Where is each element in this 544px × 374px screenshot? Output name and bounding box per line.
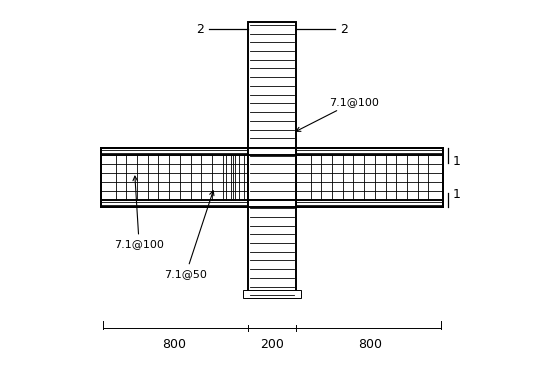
Text: 200: 200 <box>260 338 284 351</box>
Text: 1: 1 <box>453 188 461 201</box>
Bar <box>101 148 248 208</box>
Text: 7.1@100: 7.1@100 <box>296 96 379 131</box>
Text: 7.1@50: 7.1@50 <box>164 191 214 279</box>
Text: 7.1@100: 7.1@100 <box>114 176 164 249</box>
Text: 1: 1 <box>453 154 461 168</box>
Text: 2: 2 <box>196 23 203 36</box>
Bar <box>296 148 443 208</box>
Text: 2: 2 <box>341 23 348 36</box>
Text: 800: 800 <box>162 338 186 351</box>
Bar <box>243 290 301 298</box>
Bar <box>248 22 296 298</box>
Text: 800: 800 <box>358 338 382 351</box>
